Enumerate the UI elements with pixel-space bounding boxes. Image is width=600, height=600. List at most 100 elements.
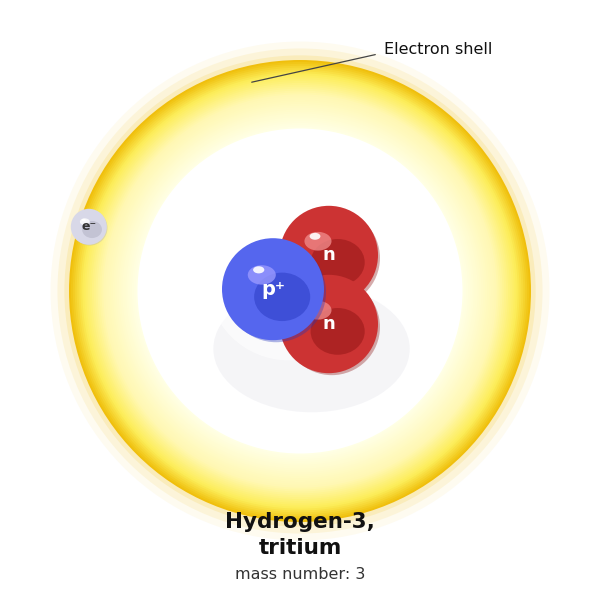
Text: p⁺: p⁺ [261,280,285,299]
Circle shape [126,117,474,465]
Circle shape [187,178,413,404]
Circle shape [158,149,442,433]
Text: e⁻: e⁻ [81,220,97,233]
Ellipse shape [248,265,276,284]
Circle shape [71,62,529,520]
Circle shape [219,210,381,372]
Circle shape [251,242,349,340]
Circle shape [229,220,371,362]
Circle shape [95,86,505,496]
Circle shape [107,98,493,484]
Circle shape [178,169,422,413]
Circle shape [274,265,326,317]
Circle shape [284,275,316,307]
Circle shape [79,70,521,512]
Circle shape [92,83,508,499]
Circle shape [113,104,487,478]
Ellipse shape [254,272,310,321]
Circle shape [244,235,356,347]
Circle shape [100,91,500,491]
Circle shape [236,227,364,355]
Circle shape [134,125,466,457]
Circle shape [147,138,453,444]
Circle shape [115,106,485,476]
Circle shape [71,209,107,245]
Circle shape [284,210,380,306]
Circle shape [160,151,440,431]
Circle shape [64,55,536,527]
Circle shape [157,148,443,434]
Circle shape [118,109,482,473]
Text: Electron shell: Electron shell [384,42,493,57]
Text: Hydrogen-3,
tritium: Hydrogen-3, tritium [225,512,375,558]
Text: n: n [322,246,335,264]
Ellipse shape [80,218,90,225]
Circle shape [176,167,424,415]
Circle shape [254,245,346,337]
Circle shape [72,210,107,245]
Circle shape [295,286,305,296]
Circle shape [235,226,365,356]
Circle shape [246,237,354,345]
Circle shape [210,201,390,381]
Circle shape [84,75,516,507]
Ellipse shape [310,233,320,240]
Circle shape [225,216,375,366]
Circle shape [164,155,436,427]
Ellipse shape [304,232,332,251]
Circle shape [196,187,404,395]
Circle shape [278,269,322,313]
Circle shape [145,136,455,446]
Circle shape [143,134,457,448]
Circle shape [204,195,396,387]
Text: n: n [322,315,335,333]
Circle shape [290,281,310,301]
Circle shape [183,174,417,408]
Circle shape [162,153,438,429]
Circle shape [101,92,499,490]
Circle shape [109,100,491,482]
Circle shape [69,60,531,522]
Circle shape [111,102,489,480]
Circle shape [194,185,406,397]
Circle shape [269,260,331,322]
Ellipse shape [311,308,365,355]
Circle shape [226,242,326,342]
Circle shape [82,73,518,509]
Circle shape [227,218,373,364]
Text: mass number: 3: mass number: 3 [235,568,365,582]
Circle shape [292,283,308,299]
Circle shape [181,172,419,410]
Ellipse shape [82,219,86,221]
Circle shape [90,81,510,501]
Circle shape [259,250,341,332]
Circle shape [280,206,378,304]
Ellipse shape [310,302,320,309]
Circle shape [215,206,385,376]
Circle shape [149,140,451,442]
Circle shape [153,144,447,438]
Circle shape [189,180,411,402]
Circle shape [132,123,468,459]
Circle shape [248,239,352,343]
Circle shape [263,254,337,328]
Circle shape [80,71,520,511]
Circle shape [88,79,512,503]
Circle shape [214,205,386,377]
Circle shape [199,190,401,392]
Circle shape [286,277,314,305]
Circle shape [284,279,380,375]
Circle shape [206,197,394,385]
Circle shape [282,273,318,309]
Circle shape [50,41,550,541]
Ellipse shape [304,301,332,320]
Circle shape [103,94,497,488]
Circle shape [136,127,464,455]
Circle shape [73,64,527,518]
Circle shape [288,279,312,303]
Ellipse shape [313,155,402,218]
Circle shape [130,121,470,461]
Circle shape [233,224,367,358]
Circle shape [221,212,379,370]
Circle shape [191,182,409,400]
